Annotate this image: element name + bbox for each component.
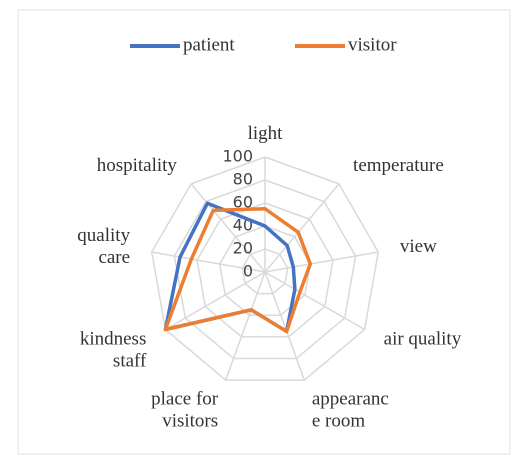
label-line: staff <box>113 351 147 372</box>
legend-label: patient <box>183 34 235 55</box>
grid-ring <box>218 225 312 316</box>
spoke <box>264 251 379 273</box>
label-line: kindness <box>80 329 147 350</box>
series-line <box>163 207 313 334</box>
label-line: quality <box>77 226 130 247</box>
label-line: place for <box>151 389 219 410</box>
category-label: kindness staff <box>80 329 147 372</box>
spoke <box>165 271 266 331</box>
category-label: place for visitors <box>151 389 219 432</box>
category-label: appearanc e room <box>312 389 389 432</box>
label-line: appearanc <box>312 389 389 410</box>
category-label: temperature <box>353 155 444 176</box>
r-tick-label: 60 <box>233 193 253 212</box>
label-line: care <box>98 248 130 269</box>
category-label: quality care <box>77 226 130 269</box>
r-tick-label: 100 <box>222 147 253 166</box>
category-label: hospitality <box>97 155 178 176</box>
r-tick-label: 20 <box>233 239 253 258</box>
spoke <box>264 183 340 273</box>
label-line: temperature <box>353 155 444 176</box>
r-tick-label: 80 <box>233 170 253 189</box>
spoke <box>264 271 365 331</box>
r-tick-label: 0 <box>243 262 253 281</box>
grid-ring <box>150 156 380 381</box>
legend-label: visitor <box>348 34 397 55</box>
label-line: e room <box>312 411 366 432</box>
label-line: hospitality <box>97 155 178 176</box>
category-label: air quality <box>384 329 462 350</box>
label-line: air quality <box>384 329 462 350</box>
spoke <box>151 251 266 273</box>
grid-ring <box>173 179 357 360</box>
label-line: light <box>248 123 284 144</box>
grid-ring <box>241 248 289 295</box>
label-line: view <box>400 237 437 258</box>
spoke <box>190 183 266 273</box>
label-line: visitors <box>162 411 218 432</box>
category-label: view <box>400 237 437 258</box>
category-label: light <box>248 123 284 144</box>
grid-ring <box>196 202 334 338</box>
spoke <box>264 271 306 381</box>
spoke <box>224 271 266 381</box>
